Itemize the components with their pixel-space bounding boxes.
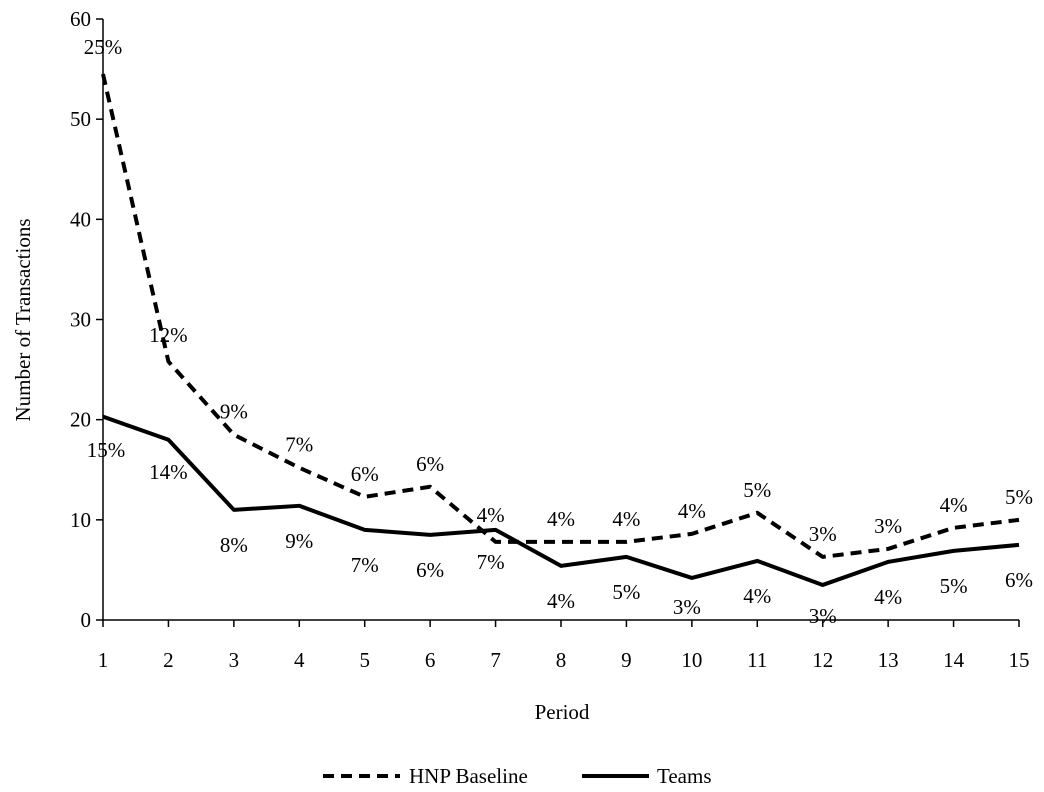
- data-label-hnp-baseline: 3%: [874, 514, 902, 538]
- data-label-hnp-baseline: 4%: [678, 499, 706, 523]
- y-tick-label: 50: [70, 107, 91, 131]
- data-label-teams: 7%: [351, 553, 379, 577]
- x-tick-label: 11: [747, 648, 767, 672]
- data-label-hnp-baseline: 3%: [809, 522, 837, 546]
- data-label-hnp-baseline: 7%: [285, 433, 313, 457]
- x-tick-label: 4: [294, 648, 305, 672]
- x-tick-label: 13: [878, 648, 899, 672]
- y-axis-ticks: 0 10 20 30 40 50 60: [70, 7, 103, 632]
- data-label-teams: 9%: [285, 529, 313, 553]
- x-tick-label: 6: [425, 648, 436, 672]
- x-tick-label: 15: [1009, 648, 1030, 672]
- x-tick-label: 3: [229, 648, 240, 672]
- data-label-teams: 3%: [673, 595, 701, 619]
- data-label-hnp-baseline: 4%: [940, 493, 968, 517]
- x-tick-label: 14: [943, 648, 965, 672]
- data-label-teams: 4%: [743, 584, 771, 608]
- data-labels: 25% 12% 9% 7% 6% 6% 4% 4% 4% 4% 5% 3% 3% 4% 5% 15% 14% 8%…: [84, 35, 1033, 628]
- data-label-hnp-baseline: 9%: [220, 400, 248, 424]
- legend-label-teams: Teams: [657, 764, 712, 788]
- y-tick-label: 40: [70, 207, 91, 231]
- x-tick-label: 7: [490, 648, 501, 672]
- x-axis-ticks: 1 2 3 4 5 6 7 8 9 10 11 12 13 14 15: [98, 620, 1030, 672]
- data-label-teams: 3%: [809, 604, 837, 628]
- data-label-hnp-baseline: 4%: [612, 507, 640, 531]
- x-tick-label: 9: [621, 648, 632, 672]
- data-label-hnp-baseline: 4%: [547, 507, 575, 531]
- data-label-teams: 8%: [220, 533, 248, 557]
- legend: HNP Baseline Teams: [323, 764, 712, 788]
- data-label-teams: 5%: [612, 580, 640, 604]
- y-axis-title: Number of Transactions: [11, 219, 35, 422]
- x-tick-label: 8: [556, 648, 567, 672]
- x-axis-title: Period: [535, 700, 590, 724]
- y-tick-label: 60: [70, 7, 91, 31]
- data-label-teams: 4%: [547, 589, 575, 613]
- data-label-hnp-baseline: 5%: [1005, 485, 1033, 509]
- legend-label-hnp-baseline: HNP Baseline: [409, 764, 528, 788]
- x-tick-label: 2: [163, 648, 174, 672]
- data-label-hnp-baseline: 6%: [416, 452, 444, 476]
- data-label-teams: 7%: [477, 550, 505, 574]
- x-tick-label: 5: [359, 648, 370, 672]
- data-label-teams: 15%: [87, 438, 126, 462]
- data-label-teams: 5%: [940, 574, 968, 598]
- series-line-hnp-baseline: [101, 73, 1020, 559]
- data-label-teams: 6%: [416, 558, 444, 582]
- x-tick-label: 10: [681, 648, 702, 672]
- x-tick-label: 12: [812, 648, 833, 672]
- data-label-hnp-baseline: 25%: [84, 35, 123, 59]
- x-tick-label: 1: [98, 648, 109, 672]
- y-tick-label: 0: [81, 608, 92, 632]
- data-label-hnp-baseline: 5%: [743, 478, 771, 502]
- data-label-hnp-baseline: 6%: [351, 462, 379, 486]
- y-tick-label: 20: [70, 408, 91, 432]
- data-label-teams: 14%: [149, 460, 188, 484]
- data-label-hnp-baseline: 4%: [477, 503, 505, 527]
- series-line-teams: [102, 414, 1020, 587]
- series-lines: [101, 73, 1020, 587]
- y-tick-label: 10: [70, 508, 91, 532]
- data-label-teams: 6%: [1005, 568, 1033, 592]
- data-label-teams: 4%: [874, 585, 902, 609]
- data-label-hnp-baseline: 12%: [149, 323, 188, 347]
- y-tick-label: 30: [70, 308, 91, 332]
